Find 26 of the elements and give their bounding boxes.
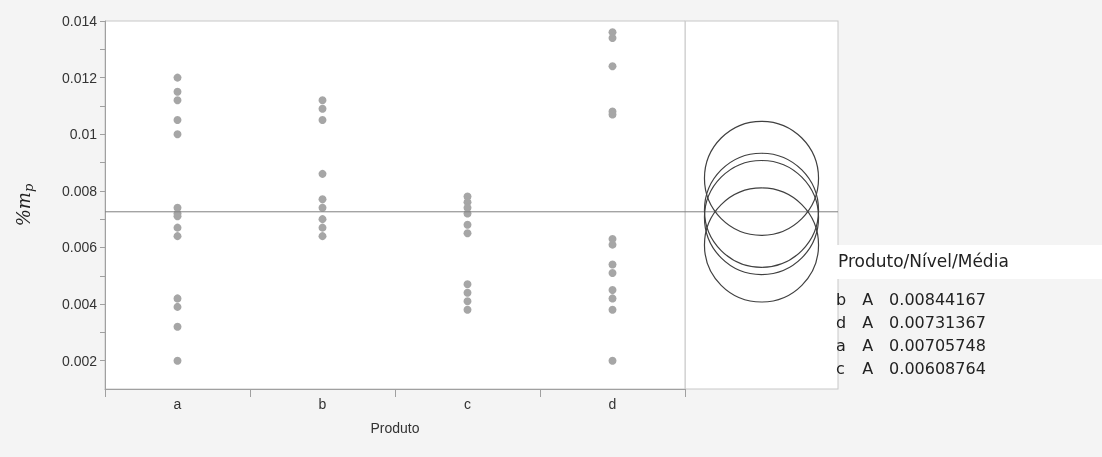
y-tick-label: 0.002 [61,352,98,369]
x-axis-title: Produto [370,420,420,436]
y-tick-label: 0.004 [61,296,98,313]
text: Produto/Nível/Média [832,245,1102,279]
data-label: 0.00608764 [888,358,987,380]
text: A [861,289,875,311]
category-label: b [835,289,848,311]
category-label: a [835,335,847,357]
x-tick-label: a [173,396,182,412]
y-tick-label: 0.006 [61,239,98,256]
text: A [861,312,875,334]
category-label: c [835,358,846,380]
y-tick-label: 0.01 [69,126,98,143]
data-label: 0.00705748 [888,335,987,357]
x-tick-label: c [464,396,471,412]
text: A [861,358,875,380]
category-label: d [835,312,848,334]
y-axis-title: %mp [13,183,36,227]
data-label: 0.00844167 [888,289,987,311]
x-tick-label: d [608,396,617,412]
y-tick-label: 0.008 [61,182,98,199]
y-tick-label: 0.014 [61,13,98,29]
x-tick-label: b [318,396,327,412]
text: A [861,335,875,357]
data-label: 0.00731367 [888,312,987,334]
y-tick-label: 0.012 [61,69,98,86]
